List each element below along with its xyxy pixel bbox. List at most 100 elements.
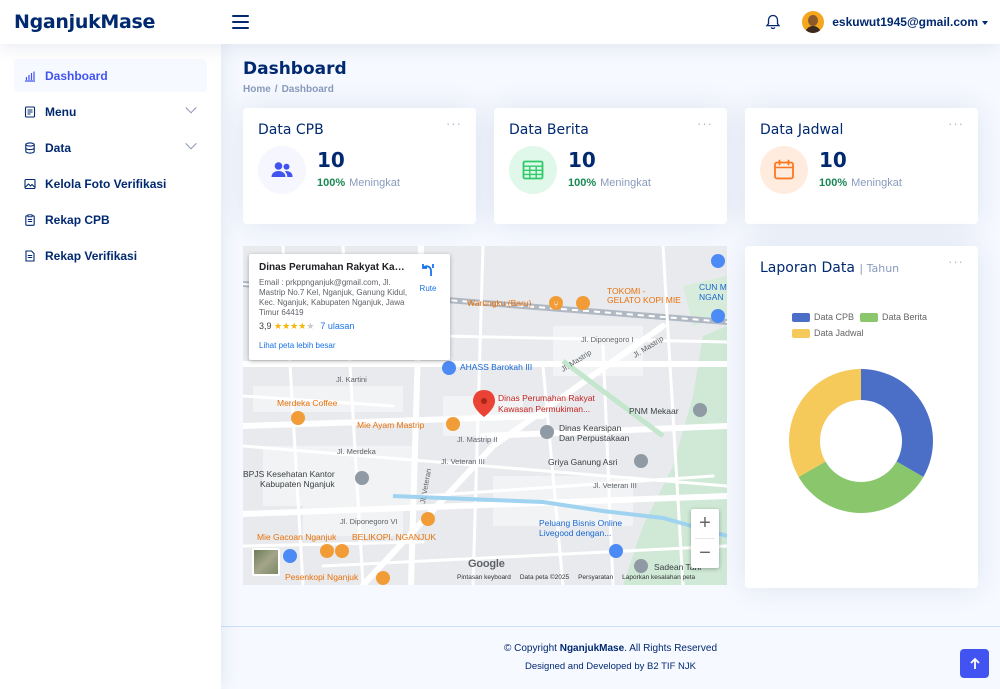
map-label: Mie Ayam Mastrip: [357, 420, 425, 430]
card-icon-circle: [258, 146, 306, 194]
card-note: Meningkat: [349, 177, 400, 189]
card-trend: 100% Meningkat: [317, 177, 400, 189]
card-data-berita: Data Berita ··· 10 100% Meningkat: [494, 108, 727, 224]
sidebar-toggle-icon[interactable]: [232, 15, 249, 29]
map-label: Dan Perpustakaan: [559, 433, 630, 443]
more-options-icon[interactable]: ···: [948, 254, 964, 269]
map-label: TOKOMI -: [607, 286, 646, 296]
sidebar: Dashboard Menu Data Kelola Foto Verifika…: [0, 44, 221, 689]
more-options-icon[interactable]: ···: [446, 116, 462, 131]
map-label: Peluang Bisnis Online: [539, 518, 622, 528]
map-data-credit: Data peta ©2025: [519, 574, 570, 581]
document-icon: [25, 249, 35, 262]
legend-item[interactable]: Data Berita: [860, 312, 927, 322]
map-label: Jl. Diponegoro VI: [340, 517, 398, 526]
card-icon-circle: [760, 146, 808, 194]
rating-value: 3,9: [259, 321, 272, 331]
user-menu-toggle[interactable]: eskuwut1945@gmail.com: [832, 15, 988, 29]
table-icon: [522, 160, 544, 180]
legend-item[interactable]: Data Jadwal: [792, 328, 864, 338]
card-percent: 100%: [568, 177, 597, 189]
sidebar-item-rekap-verifikasi[interactable]: Rekap Verifikasi: [14, 239, 207, 272]
card-data-jadwal: Data Jadwal ··· 10 100% Meningkat: [745, 108, 978, 224]
report-subtitle: | Tahun: [859, 262, 900, 275]
zoom-in-button[interactable]: +: [699, 512, 711, 534]
map-label: Jl. Mastrip II: [457, 435, 497, 444]
card-title: Data CPB: [258, 122, 324, 138]
google-wordmark: Google: [468, 558, 505, 570]
header-right: eskuwut1945@gmail.com: [764, 0, 988, 44]
map-label: GELATO KOPI MIE: [607, 295, 681, 305]
credits: Designed and Developed by B2 TIF NJK: [525, 661, 696, 672]
arrow-up-icon: [969, 657, 980, 669]
directions-icon: [422, 264, 434, 276]
satellite-toggle[interactable]: [252, 548, 280, 576]
card-note: Meningkat: [600, 177, 651, 189]
map-label: BELIKOPI. NGANJUK: [352, 532, 436, 542]
database-icon: [25, 141, 35, 154]
map-label: PNM Mekaar: [629, 406, 679, 416]
sidebar-item-label: Menu: [45, 104, 77, 119]
map-label: Kawasan Permukiman...: [498, 404, 590, 414]
sidebar-item-menu[interactable]: Menu: [14, 95, 207, 128]
map-label: Griya Ganung Asri: [548, 457, 618, 467]
card-percent: 100%: [317, 177, 346, 189]
card-percent: 100%: [819, 177, 848, 189]
page-title-block: Dashboard Home / Dashboard: [243, 59, 347, 95]
sidebar-item-data[interactable]: Data: [14, 131, 207, 164]
map-label: Dinas Kearsipan: [559, 423, 622, 433]
map-label: Jl. Veteran III: [441, 457, 485, 466]
report-error-link[interactable]: Laporkan kesalahan peta: [622, 574, 696, 581]
terms-link[interactable]: Persyaratan: [578, 574, 614, 581]
copyright: © Copyright NganjukMase. All Rights Rese…: [221, 643, 1000, 654]
map-label: NGAN: [699, 292, 724, 302]
place-address: Email : prkppnganjuk@gmail.com, Jl. Mast…: [259, 278, 408, 317]
footer: © Copyright NganjukMase. All Rights Rese…: [221, 626, 1000, 689]
card-trend: 100% Meningkat: [819, 177, 902, 189]
back-to-top-button[interactable]: [960, 649, 989, 678]
svg-text:⑂: ⑂: [554, 300, 559, 309]
card-value: 10: [317, 148, 345, 172]
doughnut-slice[interactable]: [861, 369, 933, 477]
zoom-out-button[interactable]: −: [699, 542, 711, 564]
bar-chart-icon: [25, 71, 35, 82]
legend-label: Data Berita: [882, 312, 928, 322]
reviews-link[interactable]: 7 ulasan: [320, 321, 355, 331]
report-title: Laporan Data: [760, 260, 855, 276]
doughnut-chart: [789, 369, 933, 514]
breadcrumb-home[interactable]: Home: [243, 84, 271, 95]
directions-label: Rute: [419, 284, 437, 293]
sidebar-item-kelola-foto[interactable]: Kelola Foto Verifikasi: [14, 167, 207, 200]
image-icon: [24, 178, 36, 189]
people-icon: [271, 162, 293, 177]
keyboard-shortcuts-link[interactable]: Pintasan keyboard: [457, 574, 511, 581]
main-content: Dashboard Home / Dashboard Data CPB ··· 10…: [221, 44, 1000, 689]
top-header: NganjukMase eskuwut1945@gmail.com: [0, 0, 1000, 44]
sidebar-item-rekap-cpb[interactable]: Rekap CPB: [14, 203, 207, 236]
card-title: Data Berita: [509, 122, 589, 138]
doughnut-slice[interactable]: [798, 461, 924, 514]
doughnut-slice[interactable]: [789, 369, 861, 477]
chevron-down-icon: [185, 102, 197, 114]
card-title: Laporan Data | Tahun: [760, 260, 899, 276]
more-options-icon[interactable]: ···: [948, 116, 964, 131]
sidebar-item-label: Rekap CPB: [45, 212, 110, 227]
map-label: Pesenkopi Nganjuk: [285, 572, 359, 582]
more-options-icon[interactable]: ···: [697, 116, 713, 131]
map-info-window: Dinas Perumahan Rakyat Kaw... Email : pr…: [249, 254, 450, 360]
map-label: Jl. Diponegoro I: [581, 335, 634, 344]
legend-item[interactable]: Data CPB: [792, 312, 854, 322]
map-attribution: Pintasan keyboard Data peta ©2025 Persya…: [457, 574, 695, 581]
directions-button[interactable]: Rute: [414, 263, 442, 293]
app-logo[interactable]: NganjukMase: [14, 11, 156, 33]
breadcrumb: Home / Dashboard: [243, 84, 347, 95]
view-larger-map-link[interactable]: Lihat peta lebih besar: [259, 341, 336, 350]
breadcrumb-separator: /: [274, 84, 278, 95]
bell-icon[interactable]: [764, 13, 782, 31]
sidebar-item-dashboard[interactable]: Dashboard: [14, 59, 207, 92]
card-data-cpb: Data CPB ··· 10 100% Meningkat: [243, 108, 476, 224]
breadcrumb-current: Dashboard: [281, 84, 334, 95]
user-avatar[interactable]: [802, 11, 825, 33]
embedded-google-map[interactable]: ⑂: [243, 246, 727, 585]
legend-swatch: [860, 312, 879, 322]
